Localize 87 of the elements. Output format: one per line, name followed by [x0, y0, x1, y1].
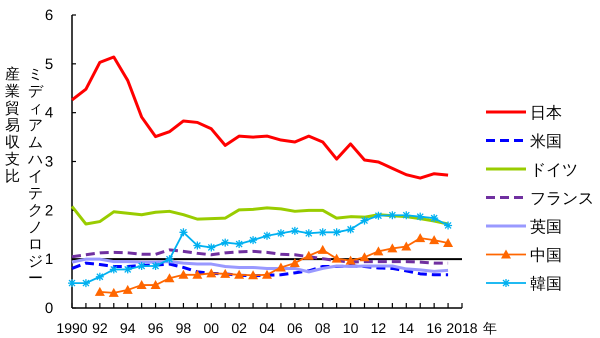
point — [248, 235, 258, 245]
point — [123, 264, 132, 274]
line-series — [70, 258, 450, 274]
legend-label: 韓国 — [530, 274, 562, 293]
legend-label: 日本 — [530, 103, 562, 122]
point — [387, 243, 398, 252]
point — [416, 212, 425, 222]
x-tick-label: 98 — [176, 320, 192, 336]
point — [234, 239, 244, 249]
y-tick-label: 5 — [44, 56, 54, 73]
x-tick-label: 14 — [398, 320, 414, 336]
legend-label: 中国 — [530, 246, 562, 264]
point — [401, 241, 412, 250]
x-tick-label: 92 — [92, 320, 108, 336]
point — [108, 288, 119, 297]
x-tick-label: 10 — [342, 320, 359, 336]
point — [318, 228, 328, 237]
x-axis-title: 年 — [483, 321, 497, 337]
point — [373, 246, 384, 256]
point — [164, 254, 174, 264]
point — [290, 258, 300, 268]
point — [262, 231, 272, 240]
point — [374, 211, 384, 220]
point — [429, 235, 440, 244]
point — [206, 268, 216, 278]
point — [136, 261, 146, 271]
point — [248, 270, 258, 280]
x-tick-label: 02 — [231, 320, 248, 336]
point — [402, 210, 411, 220]
point — [192, 240, 202, 250]
point — [360, 216, 370, 226]
point — [346, 224, 356, 234]
point — [276, 228, 286, 238]
point — [150, 280, 161, 290]
point — [150, 261, 160, 271]
point — [332, 228, 342, 237]
text: ミディアムハイテクノロジー産業貿易収支比 — [5, 65, 43, 287]
point — [67, 278, 77, 288]
y-tick-label: 1 — [44, 251, 54, 268]
x-tick-label: 06 — [287, 320, 303, 336]
y-tick-label: 2 — [44, 202, 54, 220]
point — [276, 262, 286, 272]
x-tick-label: 94 — [120, 320, 136, 336]
legend-label: フランス — [530, 188, 594, 208]
point — [192, 270, 202, 279]
point — [206, 242, 216, 252]
point — [178, 270, 188, 279]
point — [262, 270, 272, 279]
point — [234, 270, 244, 279]
point — [388, 210, 398, 220]
point — [332, 254, 342, 263]
x-tick-label: 08 — [314, 320, 331, 336]
point — [122, 284, 133, 294]
point — [346, 256, 356, 265]
point — [443, 220, 453, 230]
line-series — [70, 55, 450, 180]
point — [220, 268, 230, 278]
point — [360, 252, 370, 262]
x-tick-label: 04 — [259, 320, 275, 336]
point — [443, 238, 454, 248]
y-tick-label: 0 — [44, 300, 54, 317]
point — [304, 250, 314, 260]
point — [164, 273, 174, 282]
point — [220, 238, 230, 248]
point — [178, 228, 188, 237]
point — [109, 264, 118, 274]
x-tick-label: 16 — [426, 320, 442, 336]
y-tick-label: 3 — [44, 154, 54, 170]
legend-label: 英国 — [530, 217, 562, 236]
point — [415, 233, 426, 242]
y-tick-label: 6 — [44, 7, 54, 24]
x-tick-label: 2018 — [446, 320, 478, 336]
y-tick-label: 4 — [44, 104, 54, 122]
point — [136, 280, 147, 290]
point — [429, 213, 439, 223]
point — [304, 228, 314, 238]
x-tick-label: 1990 — [56, 320, 88, 336]
x-tick-label: 00 — [203, 320, 220, 336]
point — [95, 272, 105, 282]
legend-label: 米国 — [530, 132, 562, 150]
point — [94, 286, 105, 296]
x-tick-label: 12 — [370, 320, 386, 336]
point — [318, 244, 328, 254]
point — [81, 278, 91, 288]
legend-label: ドイツ — [530, 160, 578, 179]
x-tick-label: 96 — [148, 320, 164, 336]
point — [290, 226, 300, 236]
